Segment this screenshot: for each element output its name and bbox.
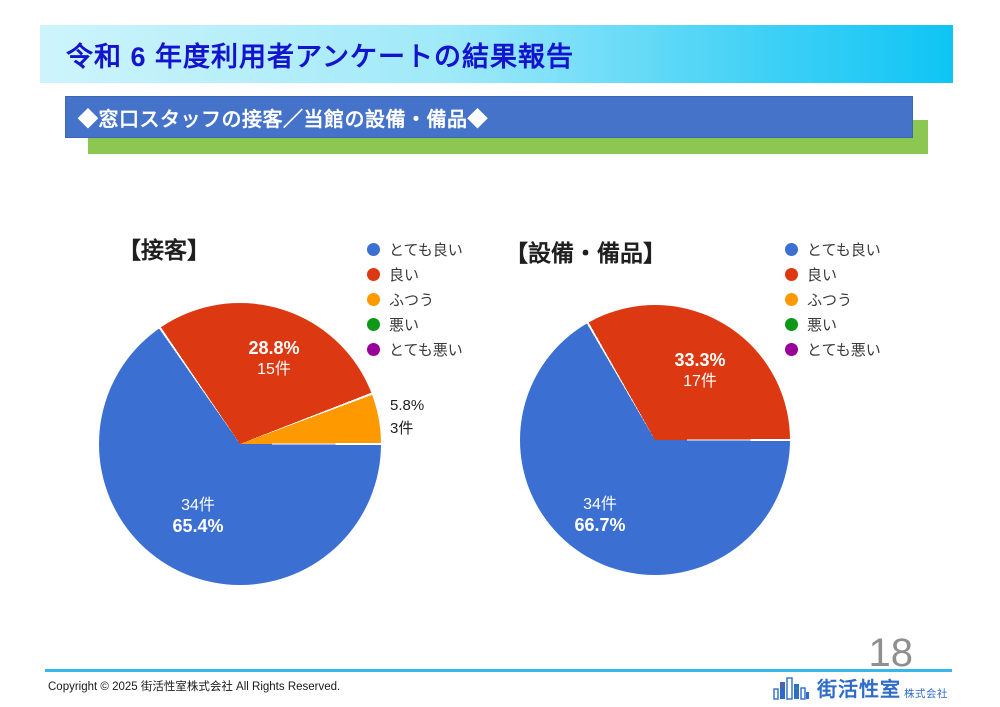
- legend-dot-icon: [785, 318, 798, 331]
- chart-title-sekkyaku: 【接客】: [118, 237, 210, 263]
- legend-dot-icon: [785, 268, 798, 281]
- page-number: 18: [868, 631, 914, 675]
- title-bar: 令和 6 年度利用者アンケートの結果報告: [40, 25, 953, 83]
- legend-dot-icon: [785, 243, 798, 256]
- legend-item: ふつう: [367, 287, 463, 312]
- company-logo: 街活性室 株式会社: [773, 674, 948, 700]
- copyright-text: Copyright © 2025 街活性室株式会社 All Rights Res…: [48, 681, 341, 693]
- legend-dot-icon: [367, 268, 380, 281]
- company-logo-suffix: 株式会社: [904, 687, 948, 700]
- company-logo-name: 街活性室: [817, 679, 901, 701]
- section-title-bar: ◆窓口スタッフの接客／当館の設備・備品◆: [65, 96, 913, 138]
- legend-item: 良い: [367, 262, 463, 287]
- legend-item: とても悪い: [785, 337, 881, 362]
- pie-chart-setsubi: [520, 305, 790, 575]
- legend-item: ふつう: [785, 287, 881, 312]
- legend-item: 悪い: [785, 312, 881, 337]
- company-logo-icon: [773, 677, 809, 700]
- pie-label-verygood: 34件 65.4%: [172, 497, 224, 536]
- legend-sekkyaku: とても良い 良い ふつう 悪い とても悪い: [367, 237, 463, 362]
- pie-label-good: 28.8% 15件: [248, 338, 300, 378]
- legend-dot-icon: [785, 293, 798, 306]
- pie-label-futsuu: 5.8% 3件: [390, 397, 425, 437]
- pie-label-verygood: 34件 66.7%: [574, 496, 626, 535]
- pie-chart-sekkyaku: [99, 303, 381, 585]
- legend-setsubi: とても良い 良い ふつう 悪い とても悪い: [785, 237, 881, 362]
- legend-dot-icon: [367, 243, 380, 256]
- footer-divider: [45, 669, 952, 672]
- legend-dot-icon: [367, 318, 380, 331]
- legend-dot-icon: [367, 343, 380, 356]
- legend-dot-icon: [367, 293, 380, 306]
- legend-item: 良い: [785, 262, 881, 287]
- legend-item: とても良い: [785, 237, 881, 262]
- legend-item: 悪い: [367, 312, 463, 337]
- section-title: ◆窓口スタッフの接客／当館の設備・備品◆: [78, 108, 488, 131]
- legend-dot-icon: [785, 343, 798, 356]
- page-title: 令和 6 年度利用者アンケートの結果報告: [66, 41, 574, 72]
- legend-item: とても良い: [367, 237, 463, 262]
- chart-title-setsubi: 【設備・備品】: [505, 240, 666, 266]
- legend-item: とても悪い: [367, 337, 463, 362]
- pie-label-good: 33.3% 17件: [674, 350, 726, 390]
